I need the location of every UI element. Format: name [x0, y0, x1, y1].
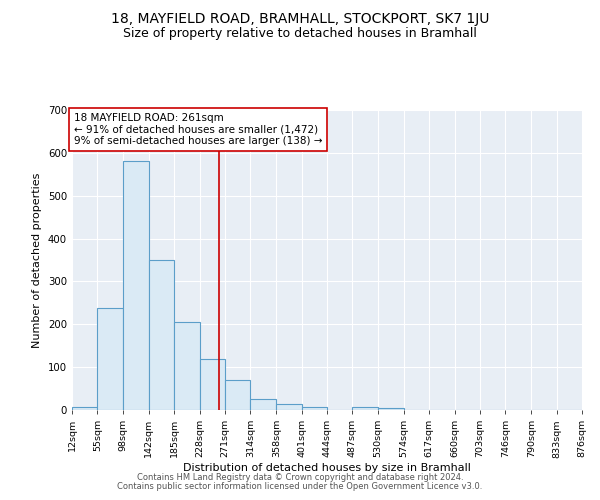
Y-axis label: Number of detached properties: Number of detached properties [32, 172, 43, 348]
Bar [174, 322, 199, 410]
Bar [199, 358, 225, 410]
Bar [149, 260, 174, 410]
Bar [123, 162, 149, 410]
Bar [302, 406, 327, 410]
Bar [276, 404, 302, 410]
Bar [352, 407, 378, 410]
Bar [250, 400, 276, 410]
Text: Size of property relative to detached houses in Bramhall: Size of property relative to detached ho… [123, 28, 477, 40]
Text: Contains HM Land Registry data © Crown copyright and database right 2024.: Contains HM Land Registry data © Crown c… [137, 474, 463, 482]
Bar [225, 380, 250, 410]
Text: Contains public sector information licensed under the Open Government Licence v3: Contains public sector information licen… [118, 482, 482, 491]
Bar [378, 408, 404, 410]
Text: 18 MAYFIELD ROAD: 261sqm
← 91% of detached houses are smaller (1,472)
9% of semi: 18 MAYFIELD ROAD: 261sqm ← 91% of detach… [74, 113, 322, 146]
Text: 18, MAYFIELD ROAD, BRAMHALL, STOCKPORT, SK7 1JU: 18, MAYFIELD ROAD, BRAMHALL, STOCKPORT, … [111, 12, 489, 26]
Bar [97, 308, 123, 410]
Bar [72, 406, 97, 410]
X-axis label: Distribution of detached houses by size in Bramhall: Distribution of detached houses by size … [183, 463, 471, 473]
